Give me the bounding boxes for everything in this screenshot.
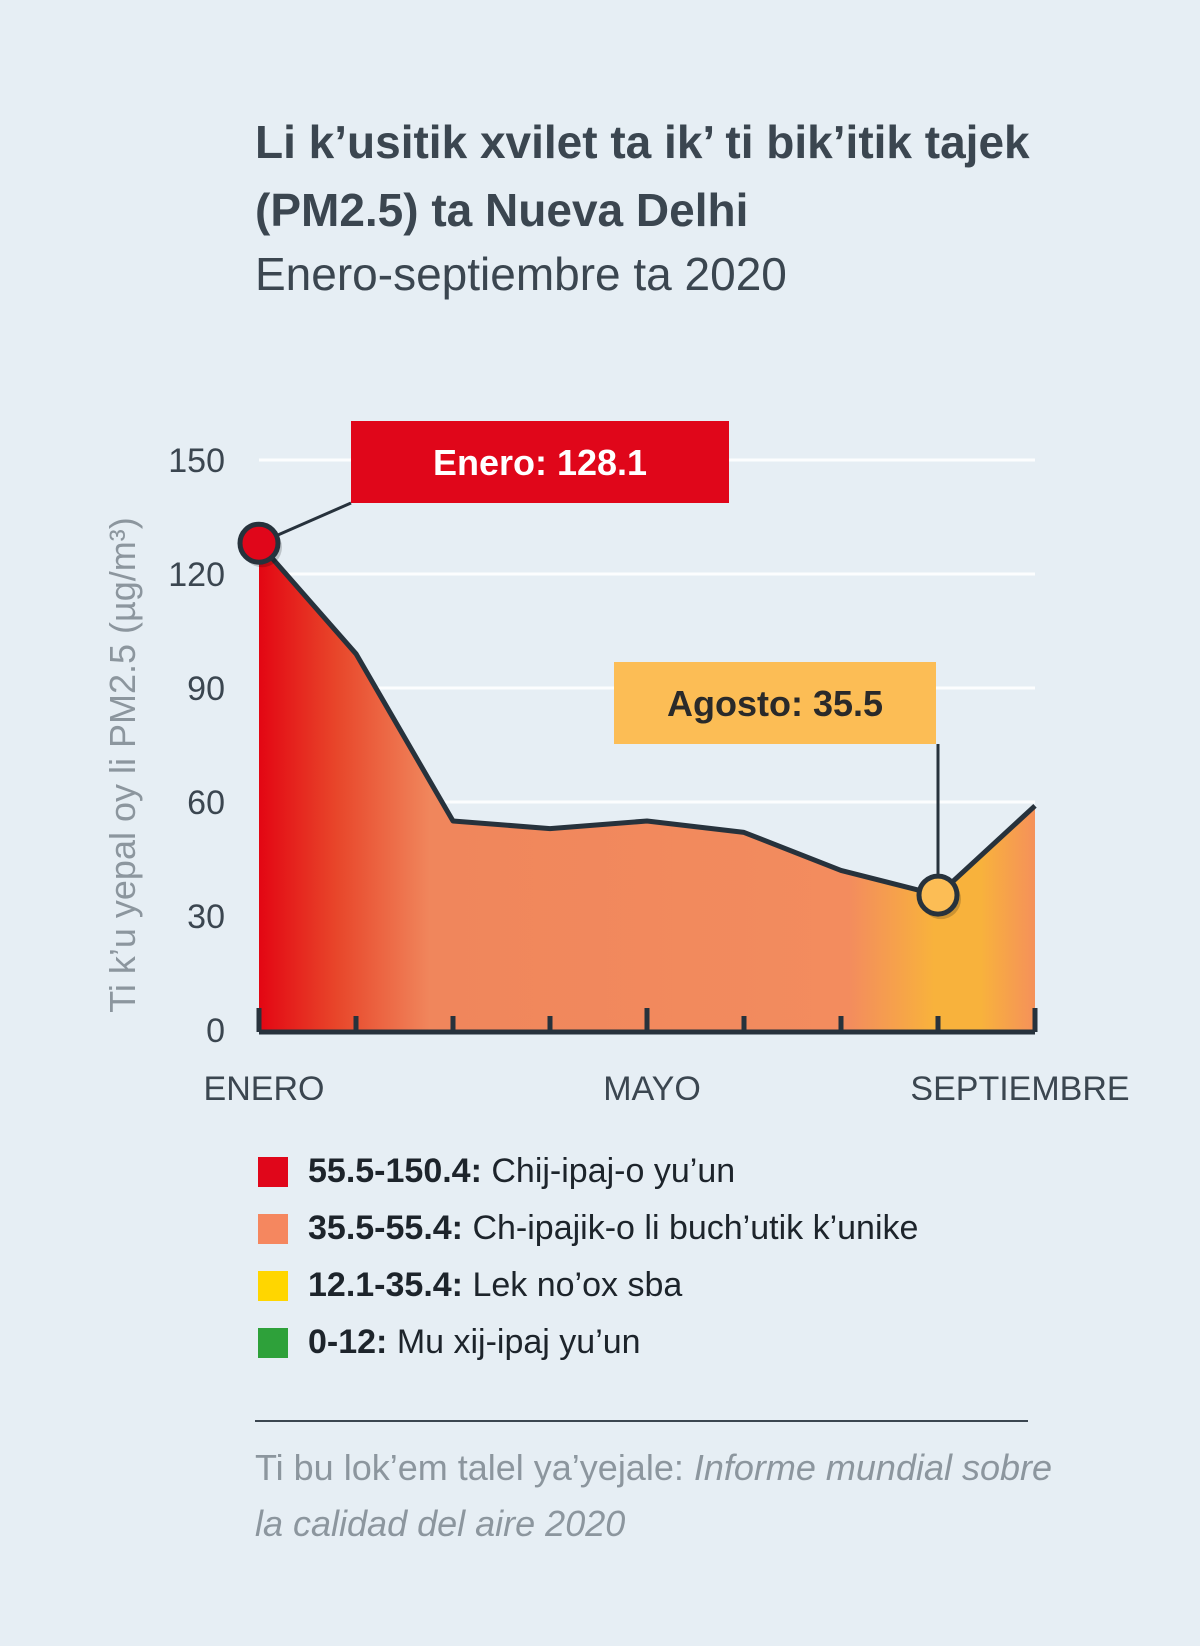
area-chart: 0 30 60 90 120 150 Ti k’u yepal oy li PM2.5 (… [102, 421, 1130, 1100]
x-tick-labels: ENERO MAYO SEPTIEMBRE [204, 1070, 1130, 1100]
area-fill [259, 543, 1035, 1030]
source-title: Informe mundial sobre la calidad del air… [255, 1447, 1053, 1544]
y-tick-label: 120 [168, 556, 225, 594]
legend-range: 35.5-55.4: [308, 1209, 463, 1247]
callout-label-agosto: Agosto: 35.5 [667, 683, 883, 724]
legend-swatch [258, 1213, 288, 1244]
legend: 55.5-150.4: Chij-ipaj-o yu’un 35.5-55.4:… [258, 1143, 918, 1371]
series-line [257, 541, 1037, 898]
legend-label: Chij-ipaj-o yu’un [491, 1152, 736, 1190]
x-axis [256, 1008, 1038, 1035]
legend-label: Mu xij-ipaj yu’un [396, 1323, 641, 1361]
y-tick-label: 60 [187, 784, 225, 822]
x-tick-label: MAYO [603, 1070, 701, 1100]
source-note: Ti bu lok’em talel ya’yejale: Informe mu… [255, 1440, 1055, 1552]
annotations: Enero: 128.1 Agosto: 35.5 [237, 421, 961, 920]
y-axis-label: Ti k’u yepal oy li PM2.5 (µg/m³) [102, 517, 143, 1013]
legend-label: Lek no’ox sba [472, 1266, 683, 1304]
marker-agosto [916, 873, 960, 917]
legend-swatch [258, 1156, 288, 1187]
y-tick-label: 150 [168, 442, 225, 480]
callout-label-enero: Enero: 128.1 [433, 442, 647, 483]
legend-text: 55.5-150.4: Chij-ipaj-o yu’un [308, 1152, 735, 1191]
y-tick-label: 0 [206, 1012, 225, 1050]
legend-swatch [258, 1327, 288, 1358]
legend-item: 12.1-35.4: Lek no’ox sba [258, 1257, 918, 1314]
legend-label: Ch-ipajik-o li buch’utik k’unike [472, 1209, 919, 1247]
legend-item: 35.5-55.4: Ch-ipajik-o li buch’utik k’un… [258, 1200, 918, 1257]
x-tick-label: SEPTIEMBRE [910, 1070, 1129, 1100]
legend-range: 12.1-35.4: [308, 1266, 463, 1304]
legend-text: 35.5-55.4: Ch-ipajik-o li buch’utik k’un… [308, 1209, 918, 1248]
legend-item: 55.5-150.4: Chij-ipaj-o yu’un [258, 1143, 918, 1200]
legend-item: 0-12: Mu xij-ipaj yu’un [258, 1314, 918, 1371]
divider [255, 1420, 1028, 1422]
x-tick-label: ENERO [204, 1070, 325, 1100]
y-tick-label: 90 [187, 670, 225, 708]
y-tick-label: 30 [187, 898, 225, 936]
chart-title: Li k’usitik xvilet ta ik’ ti bik’itik ta… [255, 116, 1030, 236]
legend-text: 12.1-35.4: Lek no’ox sba [308, 1266, 682, 1305]
y-tick-labels: 0 30 60 90 120 150 [168, 442, 225, 1050]
marker-enero [237, 521, 281, 565]
legend-range: 0-12: [308, 1323, 388, 1361]
chart-subtitle: Enero-septiembre ta 2020 [255, 248, 787, 300]
legend-range: 55.5-150.4: [308, 1152, 482, 1190]
callout-box-agosto [614, 662, 936, 744]
legend-text: 0-12: Mu xij-ipaj yu’un [308, 1323, 641, 1362]
legend-swatch [258, 1270, 288, 1301]
callout-box-enero [351, 421, 729, 503]
source-prefix: Ti bu lok’em talel ya’yejale: [255, 1447, 684, 1488]
